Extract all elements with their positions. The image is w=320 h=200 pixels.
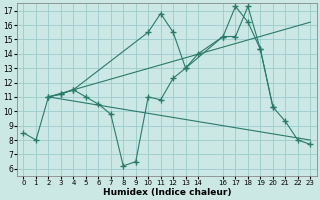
X-axis label: Humidex (Indice chaleur): Humidex (Indice chaleur)	[103, 188, 231, 197]
